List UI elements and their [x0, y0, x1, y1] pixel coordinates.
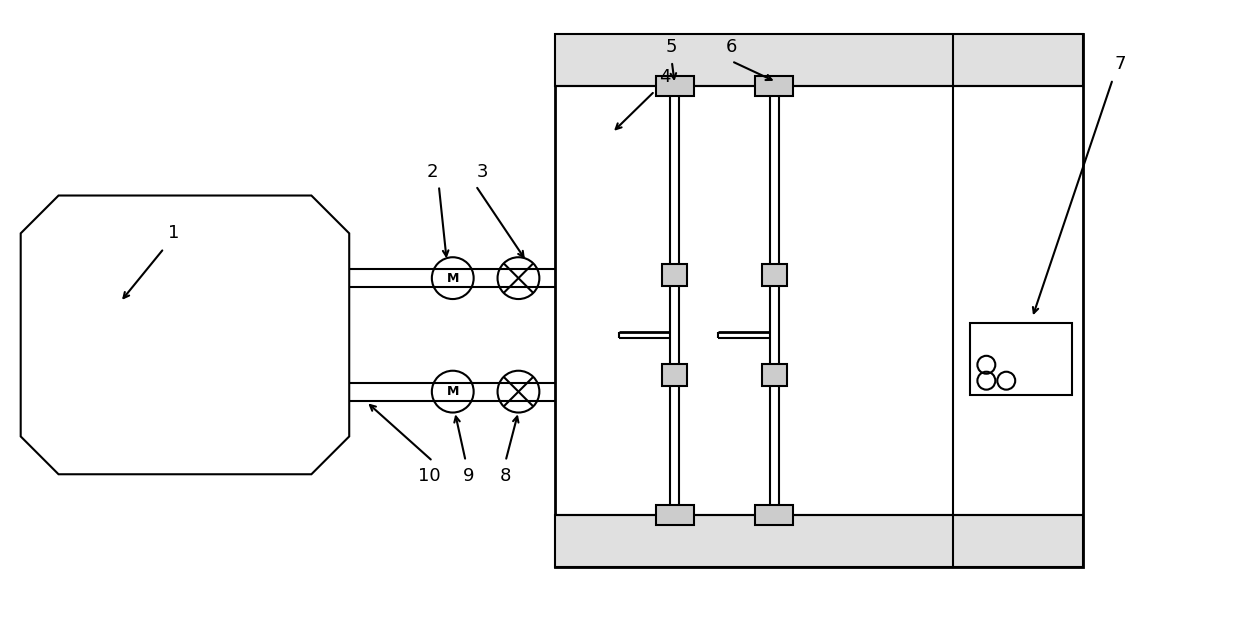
Bar	[656, 505, 693, 525]
Bar	[755, 76, 794, 96]
Text: 7: 7	[1114, 55, 1126, 73]
Text: 5: 5	[666, 38, 677, 56]
Text: 10: 10	[418, 467, 440, 485]
Bar	[755, 505, 794, 525]
Text: M: M	[446, 385, 459, 398]
Bar	[761, 264, 786, 286]
Text: 2: 2	[427, 162, 439, 180]
Bar	[662, 364, 687, 386]
Bar	[556, 34, 1083, 567]
Text: 6: 6	[725, 38, 738, 56]
Text: 4: 4	[658, 68, 671, 86]
Bar	[556, 34, 1083, 86]
Bar	[971, 323, 1071, 394]
Bar	[556, 515, 1083, 567]
Text: 3: 3	[477, 162, 489, 180]
Bar	[656, 76, 693, 96]
Text: M: M	[446, 272, 459, 285]
Text: 8: 8	[500, 467, 511, 485]
Text: 9: 9	[463, 467, 475, 485]
Text: 1: 1	[169, 224, 180, 242]
Bar	[662, 264, 687, 286]
Bar	[761, 364, 786, 386]
